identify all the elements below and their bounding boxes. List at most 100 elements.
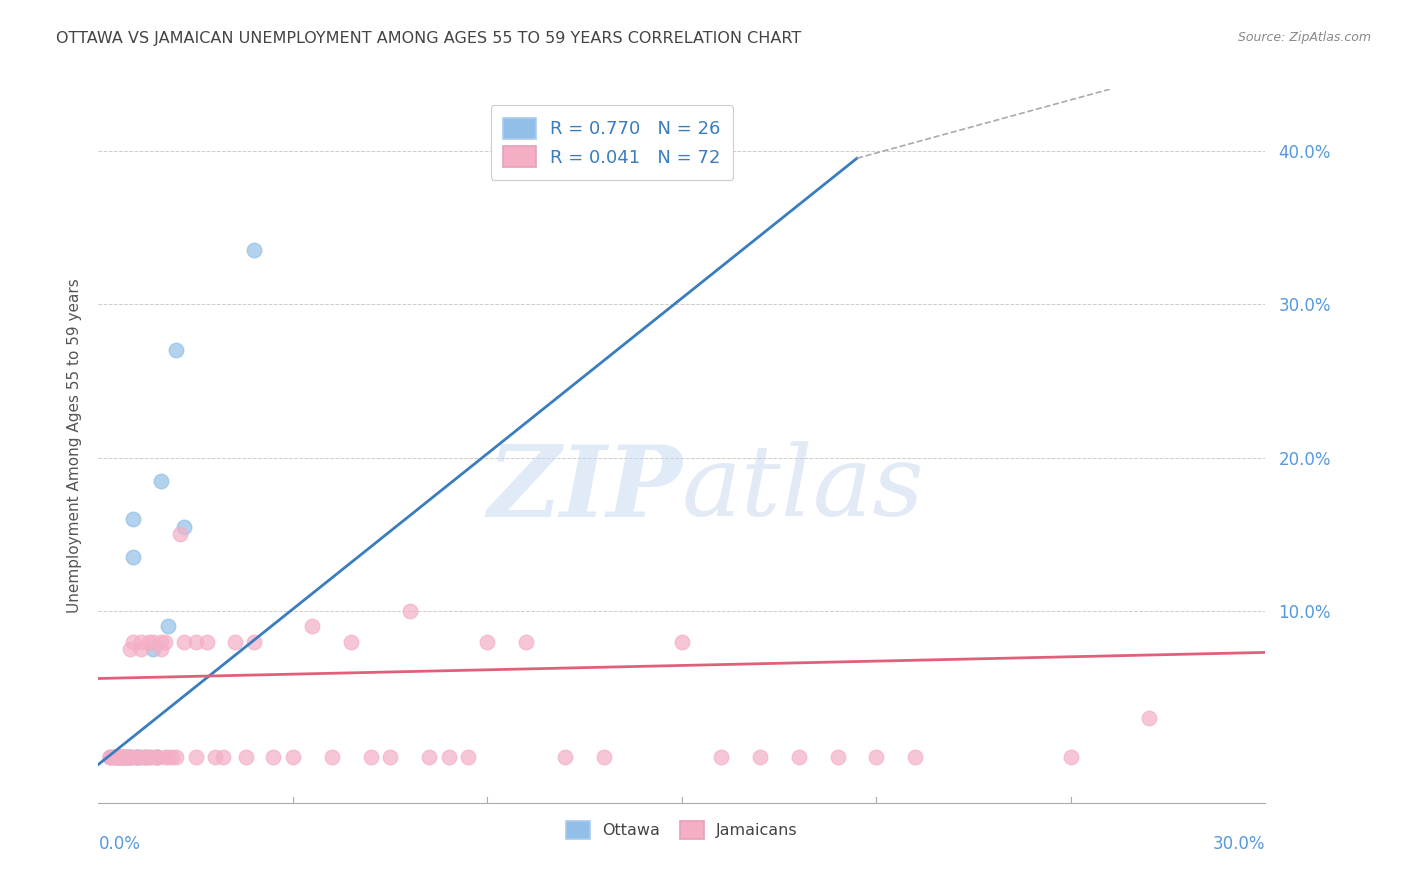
Point <box>103 749 125 764</box>
Point <box>157 749 180 764</box>
Text: OTTAWA VS JAMAICAN UNEMPLOYMENT AMONG AGES 55 TO 59 YEARS CORRELATION CHART: OTTAWA VS JAMAICAN UNEMPLOYMENT AMONG AG… <box>56 31 801 46</box>
Point <box>103 749 125 764</box>
Point <box>457 749 479 764</box>
Point <box>129 749 152 764</box>
Point <box>138 749 160 764</box>
Point <box>1137 711 1160 725</box>
Legend: Ottawa, Jamaicans: Ottawa, Jamaicans <box>557 812 807 848</box>
Point <box>380 749 402 764</box>
Point <box>146 749 169 764</box>
Point <box>173 519 195 533</box>
Point <box>114 749 136 764</box>
Point <box>787 749 810 764</box>
Point <box>111 749 134 764</box>
Point <box>243 634 266 648</box>
Point <box>184 749 207 764</box>
Point <box>398 604 420 618</box>
Point <box>122 634 145 648</box>
Point <box>142 634 165 648</box>
Point <box>165 749 187 764</box>
Text: Source: ZipAtlas.com: Source: ZipAtlas.com <box>1237 31 1371 45</box>
Point <box>671 634 693 648</box>
Point <box>437 749 460 764</box>
Point <box>127 749 149 764</box>
Point <box>827 749 849 764</box>
Text: atlas: atlas <box>682 442 925 536</box>
Point <box>904 749 927 764</box>
Point <box>134 749 156 764</box>
Point <box>212 749 235 764</box>
Point <box>235 749 257 764</box>
Point <box>122 749 145 764</box>
Point <box>111 749 134 764</box>
Point <box>195 634 218 648</box>
Point <box>184 634 207 648</box>
Point <box>107 749 129 764</box>
Point <box>243 244 266 258</box>
Point <box>865 749 887 764</box>
Point <box>142 642 165 657</box>
Point <box>477 634 499 648</box>
Point <box>127 749 149 764</box>
Point <box>554 749 576 764</box>
Point <box>111 749 134 764</box>
Point <box>118 749 141 764</box>
Point <box>169 527 191 541</box>
Point <box>107 749 129 764</box>
Point <box>129 634 152 648</box>
Point <box>111 749 134 764</box>
Point <box>107 749 129 764</box>
Point <box>129 642 152 657</box>
Point <box>149 634 172 648</box>
Point <box>262 749 284 764</box>
Point <box>515 634 537 648</box>
Point <box>165 343 187 357</box>
Point <box>138 749 160 764</box>
Point <box>301 619 323 633</box>
Point <box>710 749 733 764</box>
Point <box>114 749 136 764</box>
Point <box>142 749 165 764</box>
Point <box>146 749 169 764</box>
Point <box>122 550 145 565</box>
Point <box>138 634 160 648</box>
Point <box>593 749 616 764</box>
Point <box>1060 749 1083 764</box>
Point <box>118 749 141 764</box>
Point <box>162 749 184 764</box>
Point <box>149 642 172 657</box>
Point <box>127 749 149 764</box>
Point <box>153 634 176 648</box>
Point <box>157 619 180 633</box>
Point <box>748 749 770 764</box>
Point <box>146 749 169 764</box>
Point <box>107 749 129 764</box>
Point <box>146 749 169 764</box>
Point <box>118 749 141 764</box>
Point <box>98 749 121 764</box>
Point <box>418 749 440 764</box>
Point <box>98 749 121 764</box>
Point <box>107 749 129 764</box>
Point <box>134 749 156 764</box>
Point <box>321 749 343 764</box>
Point <box>114 749 136 764</box>
Point <box>281 749 304 764</box>
Y-axis label: Unemployment Among Ages 55 to 59 years: Unemployment Among Ages 55 to 59 years <box>66 278 82 614</box>
Point <box>224 634 246 648</box>
Point <box>340 634 363 648</box>
Point <box>122 512 145 526</box>
Point <box>98 749 121 764</box>
Point <box>360 749 382 764</box>
Text: ZIP: ZIP <box>486 441 682 537</box>
Point <box>118 749 141 764</box>
Point <box>153 749 176 764</box>
Point <box>107 749 129 764</box>
Point <box>111 749 134 764</box>
Text: 0.0%: 0.0% <box>98 835 141 853</box>
Text: 30.0%: 30.0% <box>1213 835 1265 853</box>
Point <box>173 634 195 648</box>
Point <box>127 749 149 764</box>
Point <box>114 749 136 764</box>
Point <box>114 749 136 764</box>
